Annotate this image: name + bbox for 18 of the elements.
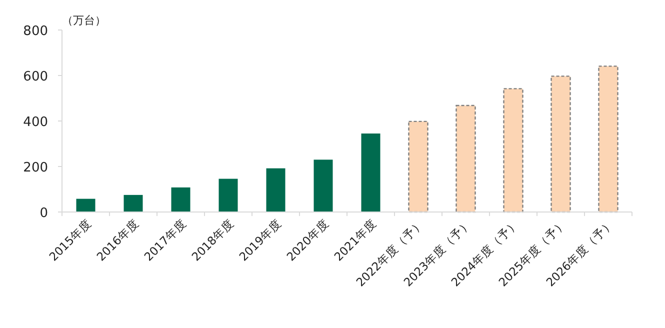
bar <box>361 134 380 212</box>
bar <box>314 160 333 212</box>
bar <box>456 104 476 213</box>
bar <box>550 76 571 213</box>
bar <box>266 168 286 212</box>
y-tick-label: 400 <box>23 115 48 130</box>
bar <box>171 187 190 212</box>
y-tick-label: 0 <box>40 206 48 221</box>
bar <box>218 178 238 212</box>
bar <box>408 120 428 213</box>
bar <box>503 88 524 213</box>
y-tick-label: 800 <box>23 24 48 39</box>
bar <box>76 198 96 212</box>
y-tick-label: 200 <box>23 160 48 176</box>
bar <box>124 194 143 212</box>
y-tick-label: 600 <box>23 70 48 84</box>
bar <box>598 66 618 213</box>
y-axis-title: （万台） <box>62 14 106 27</box>
